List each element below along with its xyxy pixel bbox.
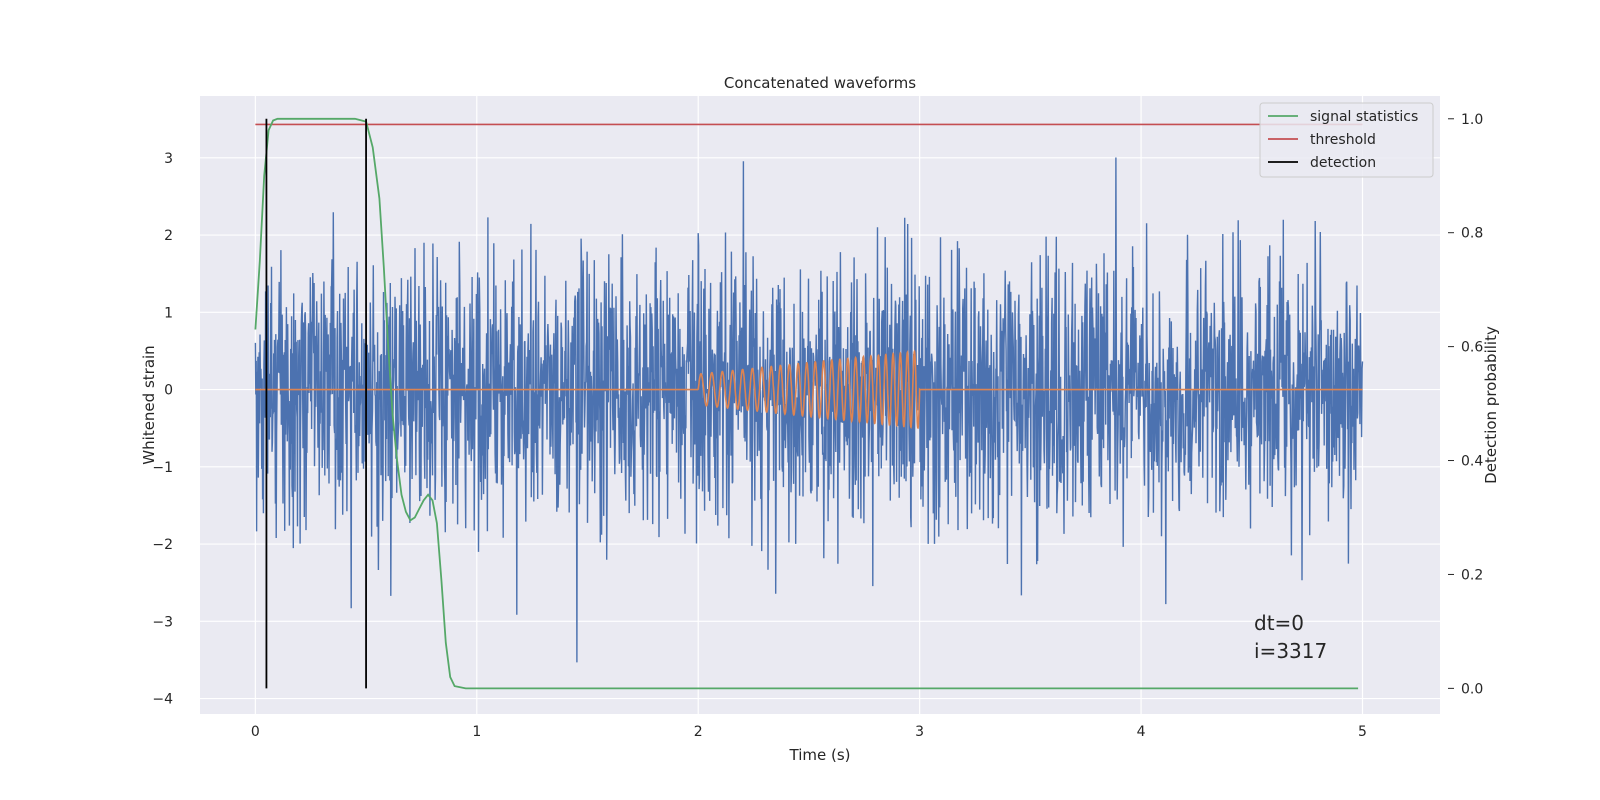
annotation-line-1: dt=0 (1254, 611, 1304, 635)
y-tick-label: 0 (164, 383, 173, 399)
x-tick-label: 0 (251, 724, 260, 740)
x-tick-label: 4 (1137, 724, 1146, 740)
series-signal-statistics (254, 117, 1359, 690)
y-tick-label-right: 0.4 (1461, 454, 1483, 470)
series-waveform (255, 349, 1363, 430)
y-tick-label: −3 (152, 614, 173, 630)
legend-label-signal-statistics: signal statistics (1310, 109, 1418, 125)
y-tick-label-right: 1.0 (1461, 112, 1483, 128)
legend-label-threshold: threshold (1310, 132, 1376, 148)
x-tick-label: 2 (694, 724, 703, 740)
ticks: 0 1 2 3 4 5 −4 −3 −2 −1 0 1 2 3 0.0 0.2 0.4 0.6 0.8 1.0 (152, 112, 1483, 740)
y-tick-label: 2 (164, 228, 173, 244)
y-tick-label-right: 0.6 (1461, 340, 1483, 356)
series-layer (254, 117, 1364, 690)
chart-title: Concatenated waveforms (724, 74, 916, 92)
series-noise (254, 157, 1364, 663)
y-tick-label: 1 (164, 305, 173, 321)
y-tick-label-right: 0.2 (1461, 567, 1483, 583)
y-axis-title-right: Detection probability (1482, 326, 1500, 484)
x-tick-label: 5 (1358, 724, 1367, 740)
x-tick-label: 1 (472, 724, 481, 740)
legend-box (1259, 102, 1434, 178)
annotation: dt=0 i=3317 (1254, 611, 1327, 663)
x-tick-label: 3 (915, 724, 924, 740)
annotation-line-2: i=3317 (1254, 639, 1327, 663)
x-axis-title: Time (s) (789, 746, 851, 764)
y-tick-label-right: 0.8 (1461, 226, 1483, 242)
y-axis-title: Whitened strain (140, 345, 158, 464)
y-tick-label: 3 (164, 151, 173, 167)
y-tick-label: −4 (152, 692, 173, 708)
y-tick-label: −1 (152, 460, 173, 476)
y-tick-label: −2 (152, 537, 173, 553)
legend: signal statistics threshold detection (1259, 102, 1434, 178)
legend-label-detection: detection (1310, 155, 1376, 171)
y-tick-label-right: 0.0 (1461, 681, 1483, 697)
